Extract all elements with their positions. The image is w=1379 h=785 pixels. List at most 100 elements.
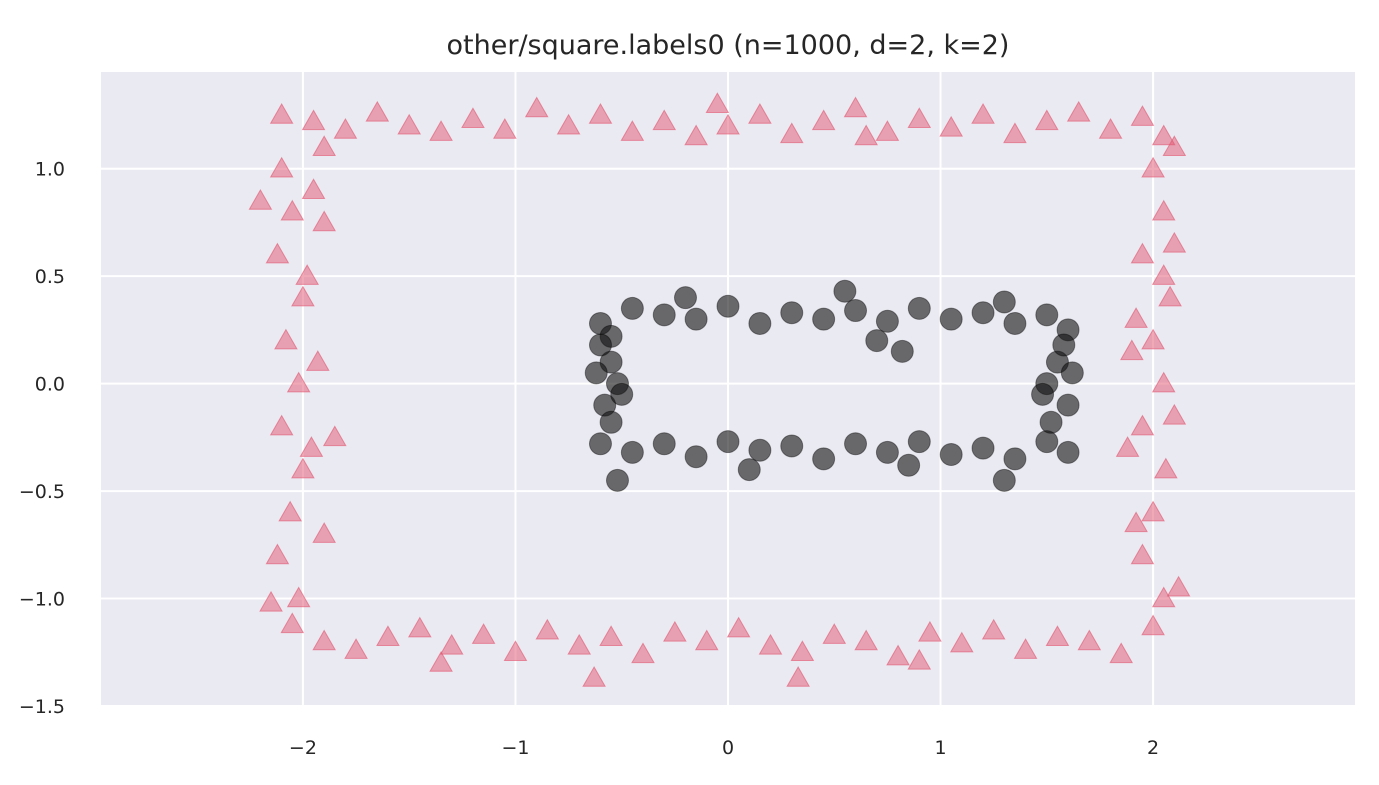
triangle-point bbox=[1151, 199, 1176, 221]
triangle-point bbox=[291, 285, 315, 307]
triangle-point bbox=[790, 640, 815, 662]
triangle-point bbox=[1162, 403, 1187, 425]
triangle-point bbox=[918, 620, 942, 642]
triangle-point bbox=[652, 109, 677, 131]
circle-point bbox=[1003, 311, 1027, 335]
triangle-point bbox=[1151, 586, 1176, 608]
circle-point bbox=[620, 296, 644, 320]
circle-point bbox=[737, 458, 761, 482]
triangle-point bbox=[1141, 156, 1165, 178]
circle-point bbox=[652, 432, 676, 456]
triangle-point bbox=[1162, 135, 1187, 156]
y-tick-label: −0.5 bbox=[19, 481, 65, 503]
triangle-point bbox=[1077, 629, 1102, 651]
triangle-point bbox=[907, 648, 932, 670]
triangle-point bbox=[949, 631, 974, 653]
circle-point bbox=[610, 382, 634, 406]
triangle-point bbox=[1151, 124, 1176, 146]
triangle-point bbox=[886, 644, 910, 666]
y-tick-label: 0.5 bbox=[35, 266, 65, 288]
triangle-point bbox=[582, 666, 606, 687]
x-tick-label: −1 bbox=[501, 737, 529, 759]
triangle-point bbox=[1158, 285, 1182, 307]
circle-point bbox=[907, 296, 931, 320]
circle-point bbox=[673, 286, 697, 310]
triangle-point bbox=[1003, 122, 1027, 144]
x-tick-label: 2 bbox=[1147, 737, 1159, 759]
triangle-point bbox=[1066, 100, 1091, 122]
circle-point bbox=[1052, 333, 1076, 357]
triangle-point bbox=[376, 625, 400, 646]
circle-point bbox=[844, 432, 868, 456]
circle-point bbox=[1056, 440, 1080, 464]
triangle-point bbox=[971, 102, 995, 124]
circle-point bbox=[971, 436, 995, 460]
triangle-point bbox=[286, 586, 311, 608]
triangle-point bbox=[786, 666, 811, 687]
circle-point bbox=[865, 329, 889, 353]
triangle-point bbox=[265, 242, 290, 264]
triangle-point bbox=[705, 92, 730, 113]
triangle-point bbox=[726, 616, 751, 638]
triangle-point bbox=[1151, 264, 1176, 285]
triangle-point bbox=[280, 199, 305, 221]
triangle-point bbox=[305, 350, 330, 371]
triangle-point bbox=[843, 96, 868, 118]
triangle-point bbox=[1124, 307, 1148, 328]
triangle-point bbox=[1034, 109, 1059, 131]
circle-point bbox=[684, 445, 708, 469]
triangle-point bbox=[1153, 457, 1178, 479]
circle-point bbox=[971, 301, 995, 325]
triangle-point bbox=[461, 107, 485, 129]
triangle-point bbox=[684, 124, 708, 146]
circle-point bbox=[716, 430, 740, 454]
circle-point bbox=[780, 301, 804, 325]
triangle-point bbox=[301, 178, 326, 199]
triangle-point bbox=[1151, 371, 1176, 393]
circle-point bbox=[605, 468, 629, 492]
triangle-point bbox=[1166, 575, 1191, 597]
circle-point bbox=[684, 307, 708, 331]
triangle-point bbox=[1141, 500, 1165, 522]
triangle-point bbox=[429, 120, 453, 141]
circle-point bbox=[939, 443, 963, 467]
triangle-point bbox=[397, 113, 422, 135]
chart-title: other/square.labels0 (n=1000, d=2, k=2) bbox=[447, 30, 1010, 61]
triangle-point bbox=[1119, 339, 1144, 361]
y-tick-labels: −1.5 −1.0 −0.5 0.0 0.5 1.0 bbox=[19, 159, 65, 718]
triangle-point bbox=[333, 118, 358, 139]
circle-point bbox=[875, 309, 899, 333]
triangle-point bbox=[694, 629, 719, 651]
triangle-point bbox=[822, 623, 847, 644]
triangle-point bbox=[1141, 328, 1165, 350]
y-tick-label: −1.5 bbox=[19, 696, 65, 718]
circle-point bbox=[1056, 393, 1080, 417]
x-tick-label: 0 bbox=[722, 737, 734, 759]
triangle-point bbox=[524, 96, 549, 118]
circle-point bbox=[890, 339, 914, 363]
triangle-point bbox=[265, 543, 290, 565]
triangle-point bbox=[312, 135, 337, 156]
triangle-point bbox=[1124, 511, 1148, 533]
circle-point bbox=[844, 299, 868, 323]
triangle-point bbox=[535, 618, 560, 640]
triangle-point bbox=[1130, 105, 1155, 126]
circle-point bbox=[939, 307, 963, 331]
triangle-point bbox=[322, 425, 347, 447]
circle-point bbox=[992, 290, 1016, 314]
triangle-point bbox=[939, 115, 964, 137]
triangle-point bbox=[286, 371, 311, 393]
circle-point bbox=[652, 303, 676, 327]
triangle-point bbox=[631, 642, 655, 664]
triangle-point bbox=[429, 651, 453, 672]
circle-point bbox=[716, 294, 740, 318]
triangle-point bbox=[259, 590, 283, 612]
triangle-point bbox=[556, 113, 581, 135]
triangle-point bbox=[588, 102, 613, 124]
triangle-point bbox=[439, 633, 464, 655]
triangle-point bbox=[599, 625, 623, 646]
circle-point bbox=[780, 434, 804, 458]
triangle-point bbox=[779, 122, 804, 144]
triangle-point bbox=[1109, 642, 1134, 664]
